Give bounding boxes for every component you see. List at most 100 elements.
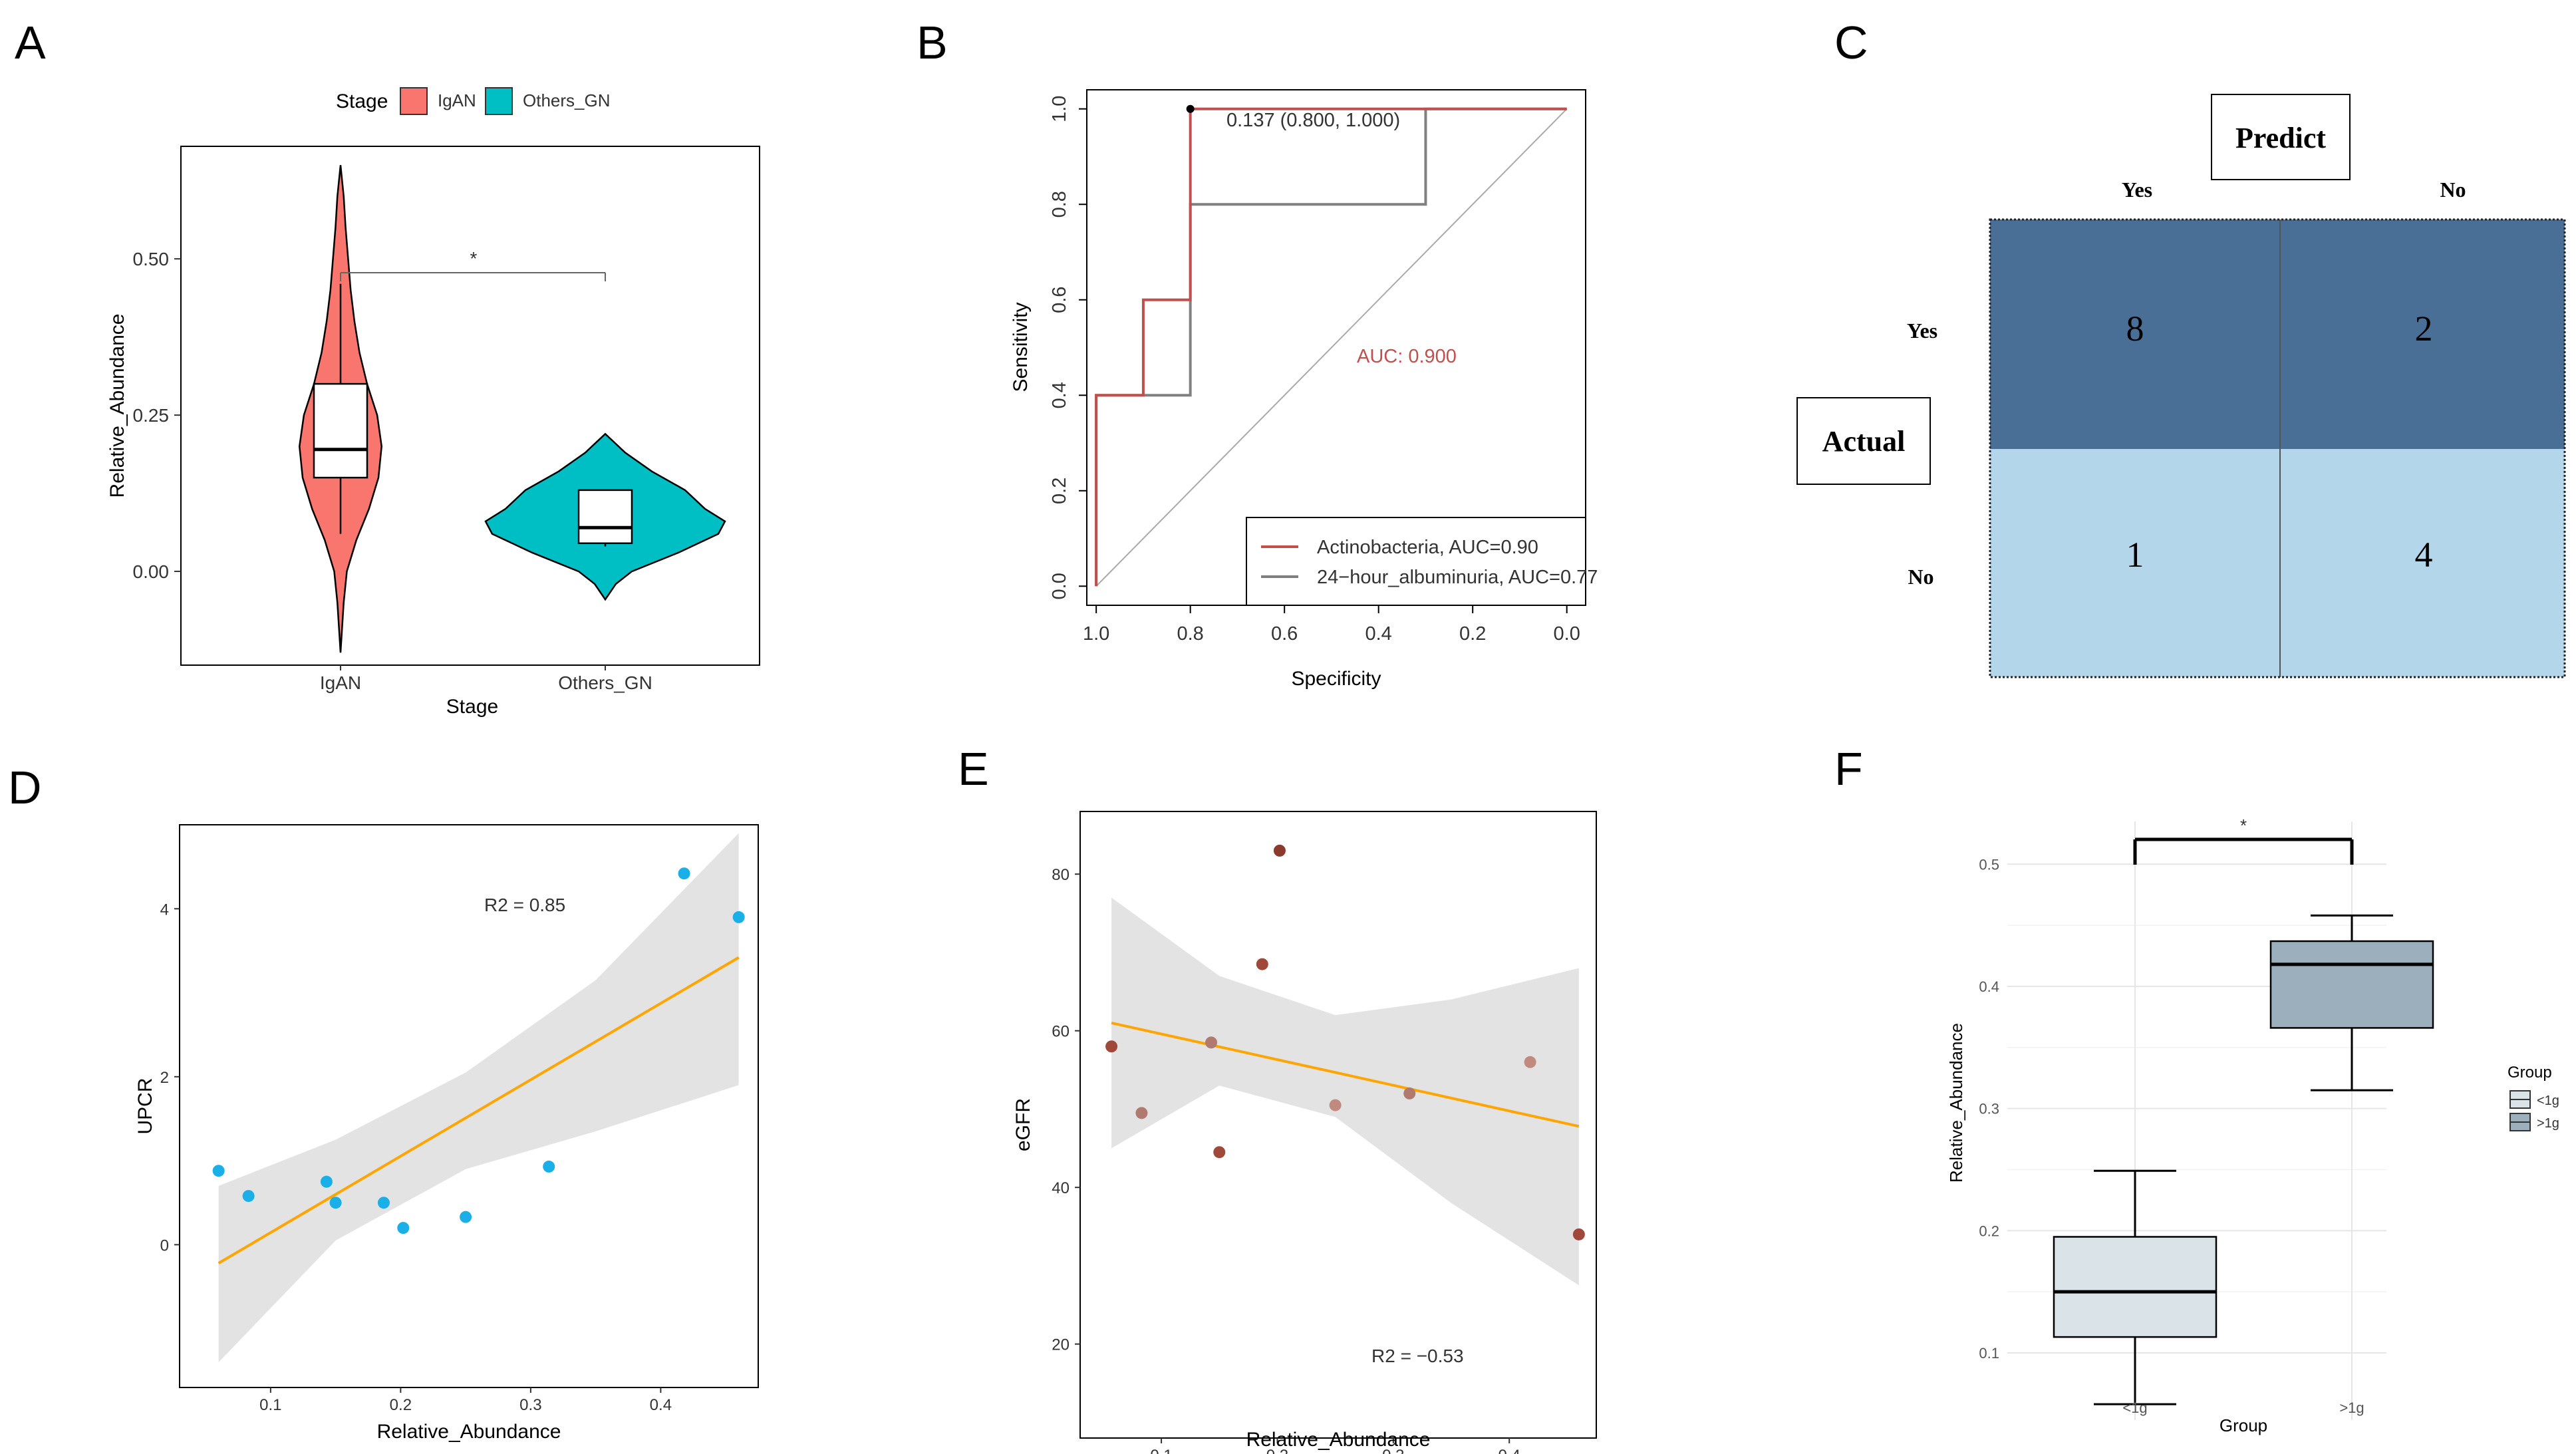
b-ytick-label: 1.0 bbox=[1049, 96, 1070, 122]
plot-d-frame bbox=[179, 824, 759, 1388]
d-confidence-band bbox=[218, 833, 739, 1363]
d-xtick-label: 0.4 bbox=[650, 1396, 672, 1414]
e-xtick-label: 0.4 bbox=[1499, 1447, 1520, 1454]
c-predict-box bbox=[2211, 94, 2351, 180]
a-box-body bbox=[313, 382, 368, 479]
d-ytick-label: 2 bbox=[160, 1069, 169, 1087]
d-data-point bbox=[212, 1165, 225, 1177]
e-xtick-label: 0.3 bbox=[1382, 1447, 1404, 1454]
f-legend: Group <1g >1g bbox=[2507, 1064, 2559, 1131]
legend-a-swatch-others bbox=[485, 87, 513, 115]
panel-c-confusion-matrix: Predict Yes No Actual Yes No 8 2 1 4 bbox=[1796, 94, 2566, 678]
e-r2-annotation: R2 = −0.53 bbox=[1371, 1346, 1464, 1366]
d-data-point bbox=[732, 911, 745, 923]
e-ytick-label: 40 bbox=[1052, 1179, 1070, 1197]
b-xtick-label: 0.8 bbox=[1177, 623, 1203, 645]
e-data-point bbox=[1572, 1228, 1585, 1240]
c-col-label-no: No bbox=[2440, 178, 2466, 202]
e-ytick-label: 80 bbox=[1052, 866, 1070, 884]
c-predict-label: Predict bbox=[2235, 122, 2326, 154]
plot-f-background bbox=[2007, 811, 2386, 1437]
e-data-point bbox=[1205, 1036, 1218, 1049]
b-ytick-label: 0.2 bbox=[1049, 478, 1070, 504]
f-box-body bbox=[2269, 940, 2434, 1029]
d-data-point bbox=[397, 1222, 410, 1235]
panel-label-f: F bbox=[1834, 743, 1863, 795]
a-ytick-label: 0.25 bbox=[133, 405, 170, 426]
panel-f-box-chart: 0.1 0.2 0.3 0.4 0.5 * <1g >1g Group Relative… bbox=[1946, 811, 2559, 1437]
c-matrix-border bbox=[1989, 218, 2566, 678]
a-ytick-label: 0.00 bbox=[133, 561, 170, 582]
e-ytick-label: 20 bbox=[1052, 1336, 1070, 1354]
panel-e-scatter-chart: 0.1 0.2 0.3 0.4 20 40 60 80 R2 = −0.53 Relative… bbox=[1012, 811, 1597, 1454]
b-legend-label-albuminuria: 24−hour_albuminuria, AUC=0.77 bbox=[1317, 567, 1598, 588]
panel-b-roc-chart: 1.0 0.8 0.6 0.4 0.2 0.0 0.0 0.2 0.4 0.6 0.8 1.0 0.1… bbox=[1010, 89, 1598, 690]
legend-a-label-others: Others_GN bbox=[523, 90, 611, 110]
f-ylabel: Relative_Abundance bbox=[1946, 1023, 1966, 1183]
f-xlabel: Group bbox=[2219, 1415, 2267, 1435]
b-xtick-label: 0.6 bbox=[1271, 623, 1298, 645]
a-box-body bbox=[577, 489, 633, 544]
d-xtick-label: 0.2 bbox=[390, 1396, 412, 1414]
a-xlabel: Stage bbox=[446, 696, 498, 718]
d-xtick-label: 0.3 bbox=[519, 1396, 541, 1414]
b-xtick-label: 0.4 bbox=[1365, 623, 1392, 645]
panel-label-c: C bbox=[1834, 17, 1868, 69]
e-confidence-band bbox=[1111, 897, 1579, 1286]
legend-a-title: Stage bbox=[336, 90, 388, 112]
a-ytick-label: 0.50 bbox=[133, 249, 170, 269]
b-xtick-label: 0.2 bbox=[1459, 623, 1486, 645]
legend-a-label-igan: IgAN bbox=[438, 90, 476, 110]
b-ylabel: Sensitivity bbox=[1010, 302, 1032, 392]
legend-a-swatch-igan bbox=[400, 87, 428, 115]
e-ylabel: eGFR bbox=[1012, 1098, 1034, 1151]
plot-a-frame bbox=[180, 146, 760, 666]
f-ytick-label: 0.5 bbox=[1979, 856, 1999, 873]
d-ytick-label: 0 bbox=[160, 1236, 169, 1254]
c-cell-row-no bbox=[1990, 449, 2565, 677]
f-ytick-label: 0.4 bbox=[1979, 978, 1999, 995]
e-data-point bbox=[1403, 1087, 1416, 1099]
legend-a: Stage IgAN Others_GN bbox=[336, 87, 611, 115]
e-fit-line bbox=[1111, 1021, 1580, 1128]
d-r2-annotation: R2 = 0.85 bbox=[484, 895, 565, 915]
e-data-point bbox=[1273, 844, 1286, 857]
c-cell-row-yes bbox=[1990, 219, 2565, 449]
d-fit-line bbox=[217, 956, 740, 1264]
c-value-no-no: 4 bbox=[2415, 535, 2433, 575]
b-legend-box bbox=[1246, 517, 1586, 606]
a-ylabel: Relative_Abundance bbox=[106, 314, 128, 498]
panel-a-violin-chart: Stage IgAN Others_GN 0.00 0.25 0.50 * IgAN… bbox=[106, 87, 760, 718]
b-ytick-label: 0.4 bbox=[1049, 382, 1070, 408]
b-xtick-label: 0.0 bbox=[1554, 623, 1580, 645]
b-xlabel: Specificity bbox=[1291, 668, 1381, 690]
b-diagonal-reference bbox=[1095, 108, 1568, 587]
d-xlabel: Relative_Abundance bbox=[377, 1421, 561, 1443]
e-data-point bbox=[1256, 958, 1268, 970]
d-data-point bbox=[678, 867, 690, 880]
c-row-label-yes: Yes bbox=[1907, 319, 1937, 343]
d-data-point bbox=[543, 1160, 555, 1173]
a-xtick-others: Others_GN bbox=[558, 672, 652, 693]
f-ytick-label: 0.3 bbox=[1979, 1101, 1999, 1117]
d-data-point bbox=[242, 1190, 255, 1203]
c-row-label-no: No bbox=[1908, 565, 1933, 589]
b-best-threshold-label: 0.137 (0.800, 1.000) bbox=[1226, 110, 1400, 131]
e-data-point bbox=[1329, 1099, 1342, 1111]
c-value-yes-no: 2 bbox=[2415, 309, 2433, 349]
b-auc-label: AUC: 0.900 bbox=[1357, 346, 1457, 367]
panel-label-a: A bbox=[15, 17, 46, 69]
c-actual-label: Actual bbox=[1822, 425, 1906, 458]
panel-label-b: B bbox=[917, 17, 948, 69]
d-xtick-label: 0.1 bbox=[259, 1396, 281, 1414]
f-legend-label-gt1g: >1g bbox=[2537, 1116, 2559, 1131]
d-data-point bbox=[377, 1197, 390, 1209]
c-col-label-yes: Yes bbox=[2122, 178, 2152, 202]
e-xtick-label: 0.1 bbox=[1150, 1447, 1172, 1454]
d-data-point bbox=[320, 1175, 333, 1188]
e-xtick-label: 0.2 bbox=[1266, 1447, 1288, 1454]
d-data-point bbox=[329, 1197, 342, 1209]
d-ylabel: UPCR bbox=[134, 1078, 156, 1134]
panel-label-d: D bbox=[8, 762, 42, 813]
